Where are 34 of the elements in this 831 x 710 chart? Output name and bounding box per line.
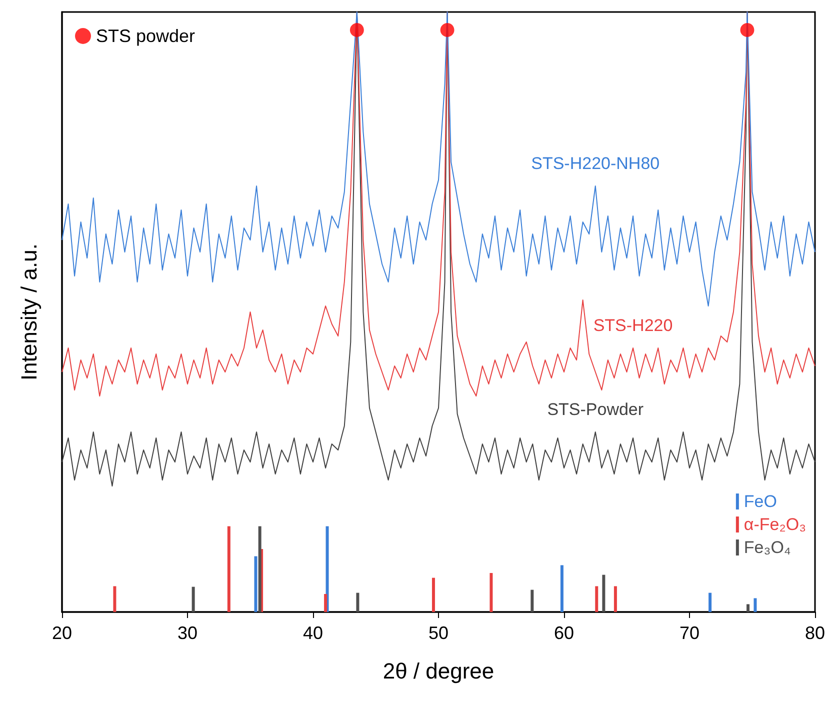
bar bbox=[602, 574, 606, 612]
bar bbox=[746, 604, 750, 612]
bar bbox=[530, 590, 534, 612]
x-tick-label: 80 bbox=[804, 623, 826, 643]
x-tick-label: 30 bbox=[177, 623, 198, 643]
bar bbox=[708, 592, 712, 612]
bar bbox=[560, 565, 564, 612]
series-label: STS-H220 bbox=[593, 316, 673, 335]
bar bbox=[192, 586, 195, 612]
bar bbox=[754, 598, 757, 612]
x-tick-label: 60 bbox=[554, 623, 574, 643]
x-tick-label: 70 bbox=[679, 623, 700, 643]
bar bbox=[356, 592, 360, 612]
legend-label: STS powder bbox=[96, 26, 196, 46]
bar bbox=[326, 526, 329, 612]
bar bbox=[113, 586, 116, 612]
bar bbox=[258, 526, 262, 612]
legend-label: FeO bbox=[744, 492, 777, 511]
series-label: STS-Powder bbox=[547, 400, 644, 419]
bar bbox=[490, 573, 493, 612]
x-tick-label: 20 bbox=[52, 623, 72, 643]
x-tick-label: 50 bbox=[428, 623, 449, 643]
bar bbox=[614, 586, 617, 612]
y-axis-title: Intensity / a.u. bbox=[16, 244, 42, 380]
x-axis-title: 2θ / degree bbox=[382, 658, 494, 684]
bar bbox=[432, 578, 435, 612]
legend-label: Fe₃O₄ bbox=[744, 538, 791, 557]
bar bbox=[254, 556, 258, 612]
legend-label: α-Fe₂O₃ bbox=[744, 515, 806, 534]
series-label: STS-H220-NH80 bbox=[531, 154, 660, 173]
bar bbox=[227, 526, 230, 612]
bar bbox=[324, 594, 328, 612]
bar bbox=[595, 586, 598, 612]
x-tick-label: 40 bbox=[302, 623, 324, 643]
